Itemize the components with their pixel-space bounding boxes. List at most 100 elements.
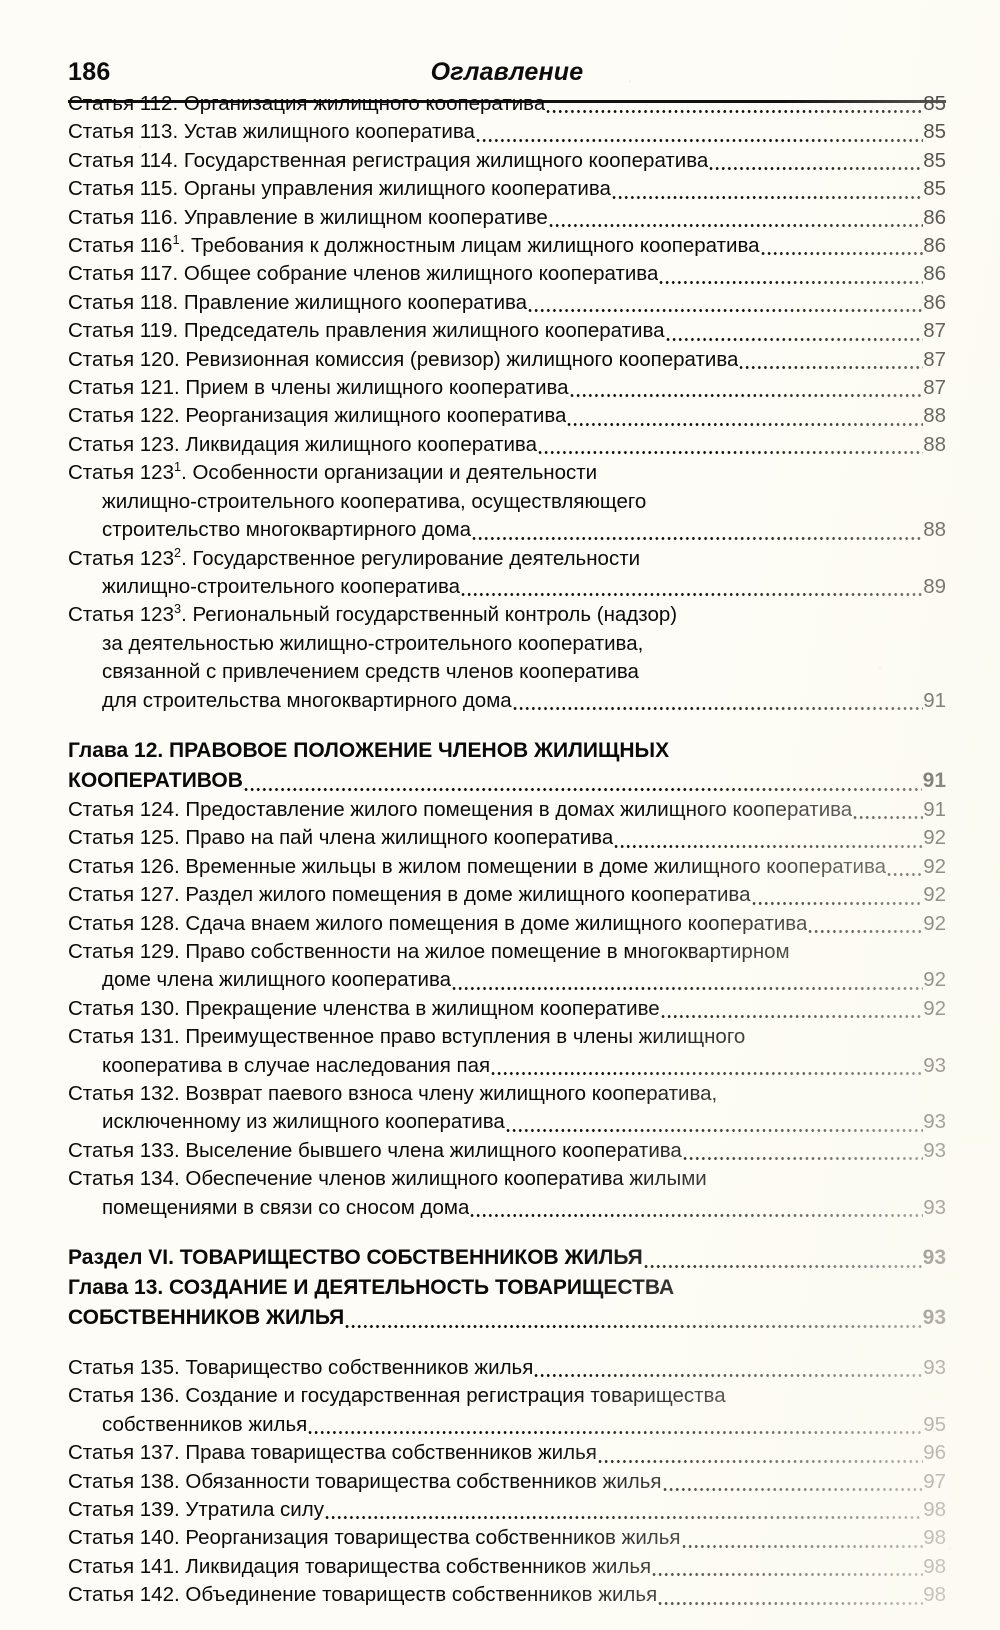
toc-page-number[interactable]: 93 — [923, 1138, 946, 1162]
toc-page-number[interactable]: 92 — [923, 883, 946, 907]
toc-article-entry[interactable]: Статья 142. Объединение товариществ собс… — [68, 1581, 946, 1609]
toc-entry-text: Статья 135. Товарищество собственников ж… — [68, 1356, 534, 1380]
leader-dots — [674, 1281, 945, 1303]
toc-page-number[interactable]: 93 — [923, 1053, 946, 1077]
toc-article-entry[interactable]: Статья 1161. Требования к должностным ли… — [68, 232, 946, 260]
toc-article-entry[interactable]: Статья 120. Ревизионная комиссия (ревизо… — [68, 346, 946, 374]
toc-page-number[interactable]: 87 — [923, 347, 946, 371]
toc-article-entry[interactable]: Статья 141. Ликвидация товарищества собс… — [68, 1553, 946, 1581]
toc-article-entry[interactable]: Статья 119. Председатель правления жилищ… — [68, 317, 946, 345]
toc-article-entry[interactable]: Статья 113. Устав жилищного кооператива 8… — [68, 118, 946, 146]
toc-article-entry[interactable]: Статья 138. Обязанности товарищества соб… — [68, 1468, 946, 1496]
toc-page-number[interactable]: 89 — [923, 574, 946, 598]
leader-dots — [790, 944, 946, 966]
toc-article-entry[interactable]: Статья 132. Возврат паевого взноса члену… — [68, 1080, 946, 1137]
toc-page-number[interactable]: 91 — [922, 768, 946, 792]
toc-entry-text: Статья 126. Временные жильцы в жилом пом… — [68, 854, 887, 878]
running-head-title: Оглавление — [430, 58, 584, 86]
toc-page-number[interactable]: 85 — [923, 177, 946, 201]
toc-article-entry[interactable]: Статья 135. Товарищество собственников ж… — [68, 1354, 946, 1382]
toc-article-entry[interactable]: Статья 114. Государственная регистрация … — [68, 147, 946, 175]
toc-article-entry[interactable]: Статья 115. Органы управления жилищного … — [68, 175, 946, 203]
toc-line: Статья 133. Выселение бывшего члена жили… — [68, 1137, 946, 1165]
toc-page-number[interactable]: 88 — [923, 432, 946, 456]
toc-article-entry[interactable]: Статья 124. Предоставление жилого помеще… — [68, 796, 946, 824]
toc-article-entry[interactable]: Статья 116. Управление в жилищном коопер… — [68, 204, 946, 232]
toc-article-entry[interactable]: Статья 140. Реорганизация товарищества с… — [68, 1524, 946, 1552]
toc-article-entry[interactable]: Статья 117. Общее собрание членов жилищн… — [68, 260, 946, 288]
toc-page-number[interactable]: 87 — [923, 376, 946, 400]
toc-article-entry[interactable]: Статья 129. Право собственности на жилое… — [68, 938, 946, 995]
leader-dots — [707, 1172, 946, 1194]
toc-line: Глава 13. СОЗДАНИЕ И ДЕЯТЕЛЬНОСТЬ ТОВАРИ… — [68, 1273, 946, 1303]
toc-line: Статья 124. Предоставление жилого помеще… — [68, 796, 946, 824]
toc-page-number[interactable]: 97 — [923, 1469, 946, 1493]
toc-page-number[interactable]: 93 — [922, 1306, 946, 1330]
toc-page-number[interactable]: 86 — [923, 205, 946, 229]
toc-page-number[interactable]: 92 — [923, 826, 946, 850]
leader-dots — [717, 1086, 945, 1108]
toc-page-number[interactable]: 85 — [923, 120, 946, 144]
toc-page-number[interactable]: 92 — [923, 968, 946, 992]
toc-article-entry[interactable]: Статья 133. Выселение бывшего члена жили… — [68, 1137, 946, 1165]
toc-page-number[interactable]: 88 — [923, 518, 946, 542]
toc-article-entry[interactable]: Статья 130. Прекращение членства в жилищ… — [68, 995, 946, 1023]
superscript-marker: 1 — [172, 232, 180, 248]
toc-page-number[interactable]: 91 — [923, 688, 946, 712]
toc-page-number[interactable]: 87 — [923, 319, 946, 343]
toc-article-entry[interactable]: Статья 127. Раздел жилого помещения в до… — [68, 881, 946, 909]
toc-page-number[interactable]: 85 — [923, 92, 946, 115]
toc-page-number[interactable]: 96 — [923, 1441, 946, 1465]
toc-page-number[interactable]: 98 — [923, 1498, 946, 1522]
toc-page-number[interactable]: 91 — [923, 797, 946, 821]
toc-page-number[interactable]: 95 — [923, 1412, 946, 1436]
toc-article-entry[interactable]: Статья 137. Права товарищества собственн… — [68, 1439, 946, 1467]
toc-heading[interactable]: Глава 12. ПРАВОВОЕ ПОЛОЖЕНИЕ ЧЛЕНОВ ЖИЛИ… — [68, 736, 946, 796]
toc-page-number[interactable]: 92 — [923, 996, 946, 1020]
toc-page-number[interactable]: 88 — [923, 404, 946, 428]
toc-page-number[interactable]: 86 — [923, 262, 946, 286]
toc-entry-text: Статья 120. Ревизионная комиссия (ревизо… — [68, 347, 739, 371]
toc-article-entry[interactable]: Статья 121. Прием в члены жилищного кооп… — [68, 374, 946, 402]
toc-article-entry[interactable]: Статья 118. Правление жилищного кооперат… — [68, 289, 946, 317]
toc-page-number[interactable]: 98 — [923, 1583, 946, 1607]
toc-heading[interactable]: Раздел VI. ТОВАРИЩЕСТВО СОБСТВЕННИКОВ ЖИ… — [68, 1243, 946, 1273]
toc-page-number[interactable]: 86 — [923, 290, 946, 314]
toc-page-number[interactable]: 86 — [923, 234, 946, 258]
toc-article-entry[interactable]: Статья 1233. Региональный государственны… — [68, 601, 946, 715]
toc-article-entry[interactable]: Статья 125. Право на пай члена жилищного… — [68, 824, 946, 852]
toc-line: Статья 118. Правление жилищного кооперат… — [68, 289, 946, 317]
toc-page-number[interactable]: 93 — [923, 1356, 946, 1380]
toc-article-entry[interactable]: Статья 1232. Государственное регулирован… — [68, 545, 946, 602]
toc-article-entry[interactable]: Статья 134. Обеспечение членов жилищного… — [68, 1165, 946, 1222]
toc-article-entry[interactable]: Статья 139. Утратила силу 98 — [68, 1496, 946, 1524]
toc-entry-text: исключенному из жилищного кооператива — [102, 1110, 505, 1134]
leader-dots — [504, 1115, 923, 1137]
toc-page-number[interactable]: 93 — [922, 1246, 946, 1270]
toc-line: Глава 12. ПРАВОВОЕ ПОЛОЖЕНИЕ ЧЛЕНОВ ЖИЛИ… — [68, 736, 946, 766]
toc-page-number[interactable]: 85 — [923, 148, 946, 172]
toc-page-number[interactable]: 92 — [923, 911, 946, 935]
toc-article-entry[interactable]: Статья 126. Временные жильцы в жилом пом… — [68, 853, 946, 881]
toc-page-number[interactable]: 93 — [923, 1195, 946, 1219]
toc-page-number[interactable]: 98 — [923, 1526, 946, 1550]
leader-dots — [681, 1143, 923, 1165]
toc-entry-text: Статья 123. Ликвидация жилищного коопера… — [68, 432, 537, 456]
toc-article-entry[interactable]: Статья 122. Реорганизация жилищного кооп… — [68, 402, 946, 430]
toc-heading[interactable]: Глава 13. СОЗДАНИЕ И ДЕЯТЕЛЬНОСТЬ ТОВАРИ… — [68, 1273, 946, 1333]
toc-article-entry[interactable]: Статья 136. Создание и государственная р… — [68, 1382, 946, 1439]
toc-entry-text: жилищно-строительного кооператива — [102, 574, 461, 598]
toc-entry-text: Статья 1232. Государственное регулирован… — [68, 544, 641, 570]
toc-page-number[interactable]: 92 — [923, 854, 946, 878]
toc-article-entry[interactable]: Статья 131. Преимущественное право вступ… — [68, 1023, 946, 1080]
leader-dots — [708, 153, 924, 175]
toc-page-number[interactable]: 98 — [923, 1554, 946, 1578]
toc-line: Статья 120. Ревизионная комиссия (ревизо… — [68, 346, 946, 374]
toc-article-entry[interactable]: Статья 128. Сдача внаем жилого помещения… — [68, 910, 946, 938]
toc-article-entry[interactable]: Статья 123. Ликвидация жилищного коопера… — [68, 431, 946, 459]
toc-entry-text: Статья 136. Создание и государственная р… — [68, 1384, 726, 1408]
toc-entry-text: Статья 125. Право на пай члена жилищного… — [68, 826, 614, 850]
toc-article-entry[interactable]: Статья 1231. Особенности организации и д… — [68, 459, 946, 544]
toc-page-number[interactable]: 93 — [923, 1110, 946, 1134]
toc-article-entry[interactable]: Статья 112. Организация жилищного коопер… — [68, 90, 946, 118]
